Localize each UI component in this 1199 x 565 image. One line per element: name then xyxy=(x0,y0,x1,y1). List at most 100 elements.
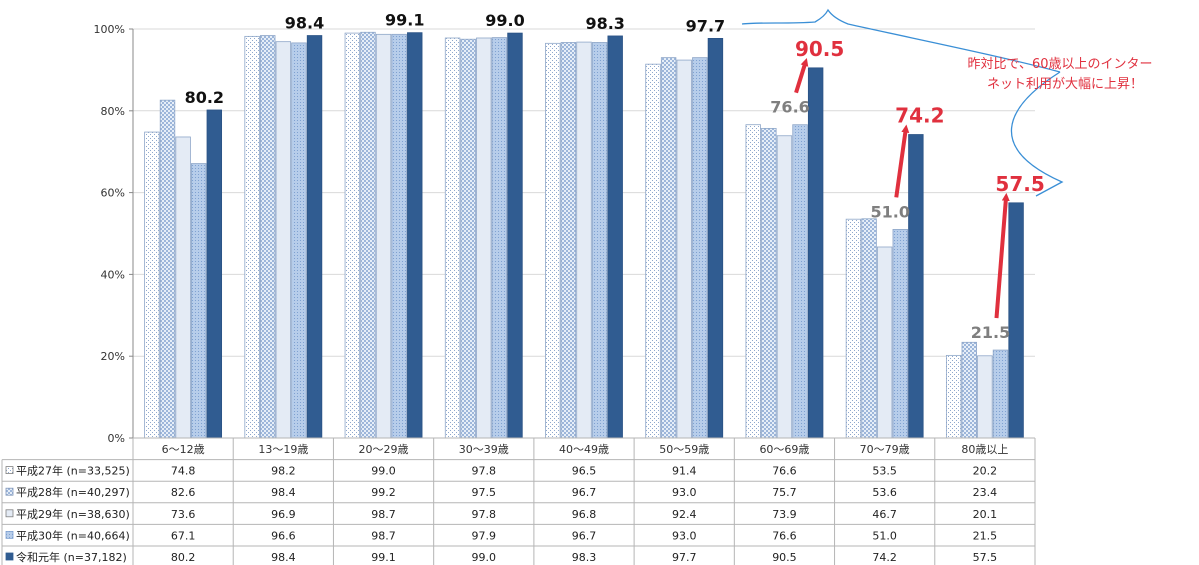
prev-value-label: 51.0 xyxy=(871,202,910,221)
annotation-bracket-right xyxy=(1010,71,1064,197)
bar-3-5 xyxy=(692,57,708,439)
bar-0-4 xyxy=(545,42,561,439)
bar-0-0 xyxy=(144,131,160,439)
annotation: 昨対比で、60歳以上のインター ネット利用が大幅に上昇！ xyxy=(741,8,1153,197)
table-cell: 82.6 xyxy=(171,486,196,499)
table-cell: 91.4 xyxy=(672,465,697,478)
x-category-label: 60〜69歳 xyxy=(759,443,809,456)
table-cell: 75.7 xyxy=(772,486,797,499)
curr-value-label: 57.5 xyxy=(995,172,1044,196)
top-value-label: 99.0 xyxy=(485,11,524,30)
data-table: 6〜12歳 13〜19歳 20〜29歳 30〜39歳 40〜49歳 50〜59歳 60〜69… xyxy=(1,437,1036,565)
bar-0-7 xyxy=(845,218,862,439)
table-cell: 57.5 xyxy=(973,551,998,564)
y-tick-label: 60% xyxy=(101,187,125,200)
table-cell: 97.5 xyxy=(472,486,497,499)
table-cell: 90.5 xyxy=(772,551,797,564)
data-labels: 80.2 98.4 99.1 99.0 98.3 97.7 76.6 90.5 51.0 74.2… xyxy=(185,11,1045,342)
top-value-label: 98.4 xyxy=(285,14,324,33)
table-cell: 98.7 xyxy=(371,508,396,521)
table-cell: 67.1 xyxy=(171,529,196,542)
bar-0-1 xyxy=(244,35,260,439)
bar-2-4 xyxy=(576,41,592,439)
y-tick-label: 80% xyxy=(101,105,125,118)
table-cell: 98.7 xyxy=(371,529,396,542)
table-cell: 92.4 xyxy=(672,508,697,521)
legend-swatch xyxy=(5,509,14,518)
table-cell: 97.7 xyxy=(672,551,697,564)
bar-2-7 xyxy=(876,246,893,439)
bar-1-7 xyxy=(861,218,877,439)
table-cell: 46.7 xyxy=(872,508,897,521)
table-cell: 73.6 xyxy=(171,508,196,521)
table-cell: 53.6 xyxy=(872,486,897,499)
table-cell: 98.4 xyxy=(271,486,296,499)
bar-4-0 xyxy=(206,109,223,439)
bar-1-2 xyxy=(360,31,376,439)
top-value-label: 80.2 xyxy=(185,88,224,107)
bar-1-0 xyxy=(159,99,176,439)
table-cell: 23.4 xyxy=(973,486,998,499)
bar-4-4 xyxy=(607,35,623,439)
bar-3-8 xyxy=(992,349,1009,439)
legend-swatch xyxy=(5,531,14,539)
increase-arrow xyxy=(794,58,809,94)
bar-4-5 xyxy=(707,38,724,439)
table-cell: 80.2 xyxy=(171,551,196,564)
x-category-label: 80歳以上 xyxy=(961,443,1008,456)
y-tick-label: 40% xyxy=(101,268,125,281)
x-category-label: 50〜59歳 xyxy=(659,443,709,456)
table-cell: 97.9 xyxy=(472,529,497,542)
table-cell: 93.0 xyxy=(672,529,697,542)
table-cell: 73.9 xyxy=(772,508,797,521)
bar-1-3 xyxy=(460,38,476,439)
bar-3-4 xyxy=(591,42,608,439)
table-cell: 96.5 xyxy=(572,465,597,478)
curr-value-label: 90.5 xyxy=(795,37,844,61)
bar-2-0 xyxy=(175,136,191,439)
bar-0-6 xyxy=(745,124,761,439)
table-cell: 97.8 xyxy=(472,465,497,478)
bar-2-5 xyxy=(676,59,692,439)
x-category-label: 30〜39歳 xyxy=(459,443,509,456)
bar-3-6 xyxy=(792,124,808,439)
bar-0-3 xyxy=(444,37,461,439)
table-cell: 96.8 xyxy=(572,508,597,521)
bar-4-2 xyxy=(407,32,423,439)
y-tick-label: 0% xyxy=(108,432,125,445)
annotation-bracket xyxy=(741,8,1061,73)
bar-4-8 xyxy=(1008,202,1024,439)
table-cell: 74.2 xyxy=(872,551,897,564)
table-cell: 51.0 xyxy=(872,529,897,542)
bar-4-1 xyxy=(306,35,323,439)
legend-label: 平成27年 (n=33,525) xyxy=(16,464,130,478)
bar-2-1 xyxy=(275,41,292,439)
bar-0-2 xyxy=(344,32,361,439)
top-value-label: 99.1 xyxy=(385,11,424,30)
bar-1-5 xyxy=(660,57,677,439)
bars xyxy=(144,31,1024,439)
prev-value-label: 76.6 xyxy=(770,98,809,117)
bar-1-4 xyxy=(560,42,577,439)
x-category-label: 40〜49歳 xyxy=(559,443,609,456)
bar-1-1 xyxy=(260,35,276,439)
x-category-label: 70〜79歳 xyxy=(860,443,910,456)
table-cell: 76.6 xyxy=(772,529,797,542)
top-value-label: 97.7 xyxy=(686,16,725,35)
table-cell: 21.5 xyxy=(973,529,998,542)
bar-0-5 xyxy=(645,63,661,439)
table-cell: 98.3 xyxy=(572,551,597,564)
bar-2-6 xyxy=(776,135,793,439)
table-cell: 99.2 xyxy=(371,486,396,499)
table-cell: 96.7 xyxy=(572,486,597,499)
bar-4-6 xyxy=(807,67,824,439)
top-value-label: 98.3 xyxy=(585,14,624,33)
curr-value-label: 74.2 xyxy=(895,104,944,128)
table-cell: 97.8 xyxy=(472,508,497,521)
table-cell: 99.0 xyxy=(472,551,497,564)
table-cell: 93.0 xyxy=(672,486,697,499)
legend-swatch xyxy=(5,466,14,475)
legend-label: 平成30年 (n=40,664) xyxy=(16,528,130,542)
bar-3-0 xyxy=(191,163,207,439)
bar-3-7 xyxy=(892,229,908,439)
